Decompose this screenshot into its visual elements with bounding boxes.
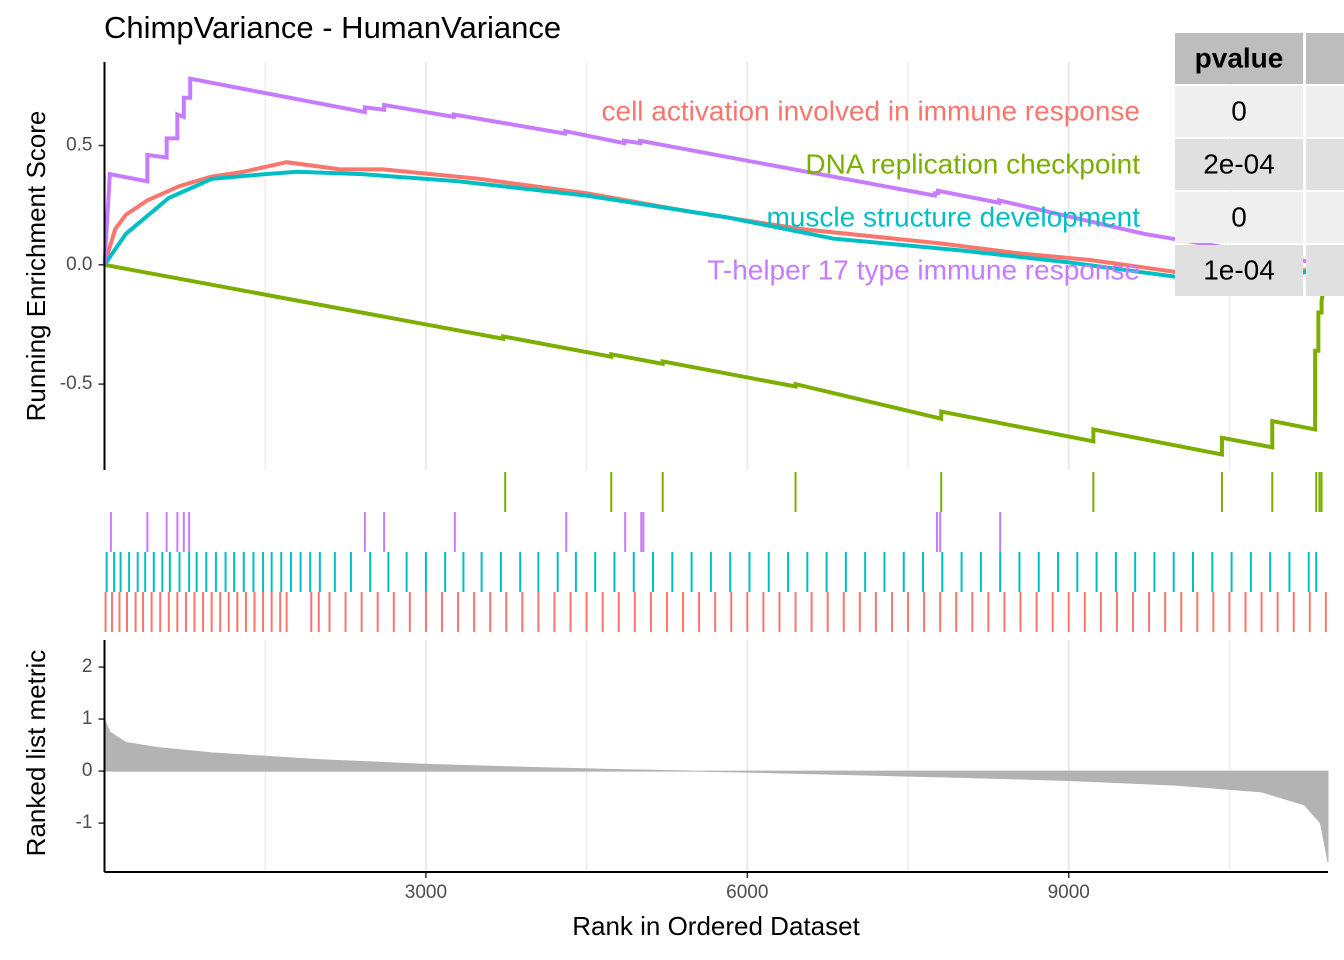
- y-axis-label: Running Enrichment Score: [21, 111, 51, 422]
- table-cell: [1175, 245, 1303, 296]
- table-cell-text: 0: [1231, 95, 1247, 126]
- y-tick-label: 1: [82, 708, 93, 729]
- x-tick-label: 3000: [405, 882, 447, 903]
- table-cell: [1175, 139, 1303, 190]
- y-tick-label: 0: [82, 760, 93, 781]
- y-axis-label: Ranked list metric: [21, 650, 51, 857]
- table-cell-text: 2e-04: [1203, 148, 1275, 179]
- y-tick-label: 0.5: [66, 135, 92, 156]
- table-cell-text: 1e-04: [1203, 254, 1275, 285]
- table-header: pvalue: [1195, 42, 1284, 73]
- table-header-cell: [1175, 33, 1303, 84]
- legend-label: T-helper 17 type immune response: [707, 254, 1140, 285]
- ranked-metric-area: [104, 718, 1329, 863]
- table-cell: [1306, 245, 1344, 296]
- enrichment-line: [102, 76, 1329, 267]
- enrichment-line: [102, 160, 1329, 277]
- legend-label: DNA replication checkpoint: [805, 148, 1140, 179]
- enrichment-line: [104, 262, 1330, 457]
- y-tick-label: 2: [82, 656, 93, 677]
- x-tick-label: 6000: [726, 882, 768, 903]
- table-cell: [1306, 86, 1344, 137]
- x-tick-label: 9000: [1048, 882, 1090, 903]
- table-cell: [1175, 192, 1303, 243]
- y-tick-label: -1: [76, 812, 93, 833]
- y-tick-label: -0.5: [60, 373, 93, 394]
- table-header-cell: [1306, 33, 1344, 84]
- table-cell: [1306, 192, 1344, 243]
- table-cell-text: 0: [1231, 201, 1247, 232]
- enrichment-line: [102, 169, 1329, 282]
- y-tick-label: 0.0: [66, 254, 92, 275]
- legend-label: cell activation involved in immune respo…: [602, 95, 1141, 126]
- table-cell: [1306, 139, 1344, 190]
- table-cell: [1175, 86, 1303, 137]
- x-axis-label: Rank in Ordered Dataset: [572, 911, 860, 941]
- legend-label: muscle structure development: [766, 201, 1140, 232]
- chart-title: ChimpVariance - HumanVariance: [104, 10, 561, 45]
